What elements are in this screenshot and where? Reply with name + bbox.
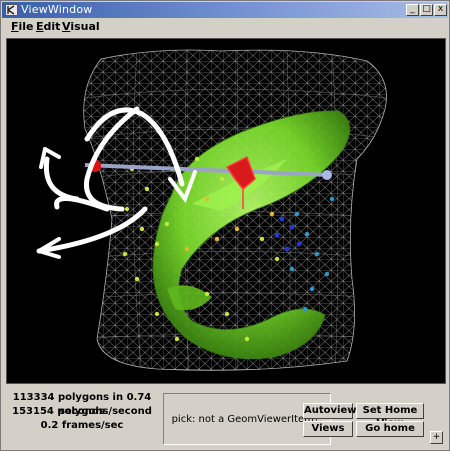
autoview-button[interactable]: Autoview xyxy=(303,403,356,419)
scene-canvas[interactable] xyxy=(7,39,445,383)
frame-rate-text: 0.2 frames/sec xyxy=(40,420,124,431)
polygons-rate-text: 153154 polygons/second xyxy=(12,406,152,417)
views-button[interactable]: Views xyxy=(303,421,353,437)
electrode-points xyxy=(122,156,335,342)
menu-edit[interactable]: Edit xyxy=(36,20,61,33)
minimize-button[interactable]: _ xyxy=(406,4,419,16)
go-home-button[interactable]: Go home xyxy=(356,421,424,437)
close-button[interactable]: x xyxy=(434,4,447,16)
expand-corner-button[interactable]: + xyxy=(430,431,443,444)
window-title: ViewWindow xyxy=(21,3,93,16)
maximize-button[interactable]: □ xyxy=(420,4,433,16)
render-stats: 113334 polygons in 0.74 seconds 153154 p… xyxy=(3,391,161,433)
pick-info-text: pick: not a GeomViewerItem?. xyxy=(171,414,323,425)
polygons-time-text: 113334 polygons in 0.74 seconds xyxy=(12,392,152,417)
title-bar[interactable]: ViewWindow _ □ x xyxy=(2,2,448,18)
menu-bar: File Edit Visual xyxy=(3,19,447,36)
3d-viewport[interactable] xyxy=(6,38,446,384)
menu-file[interactable]: File xyxy=(11,20,34,33)
rotate-arrows-icon xyxy=(36,106,197,259)
set-home-view-button[interactable]: Set Home View xyxy=(356,403,424,429)
pick-info-box: pick: not a GeomViewerItem?. xyxy=(163,393,331,445)
app-icon[interactable] xyxy=(5,4,18,16)
status-bar: 113334 polygons in 0.74 seconds 153154 p… xyxy=(3,387,449,450)
menu-visual[interactable]: Visual xyxy=(62,20,100,33)
